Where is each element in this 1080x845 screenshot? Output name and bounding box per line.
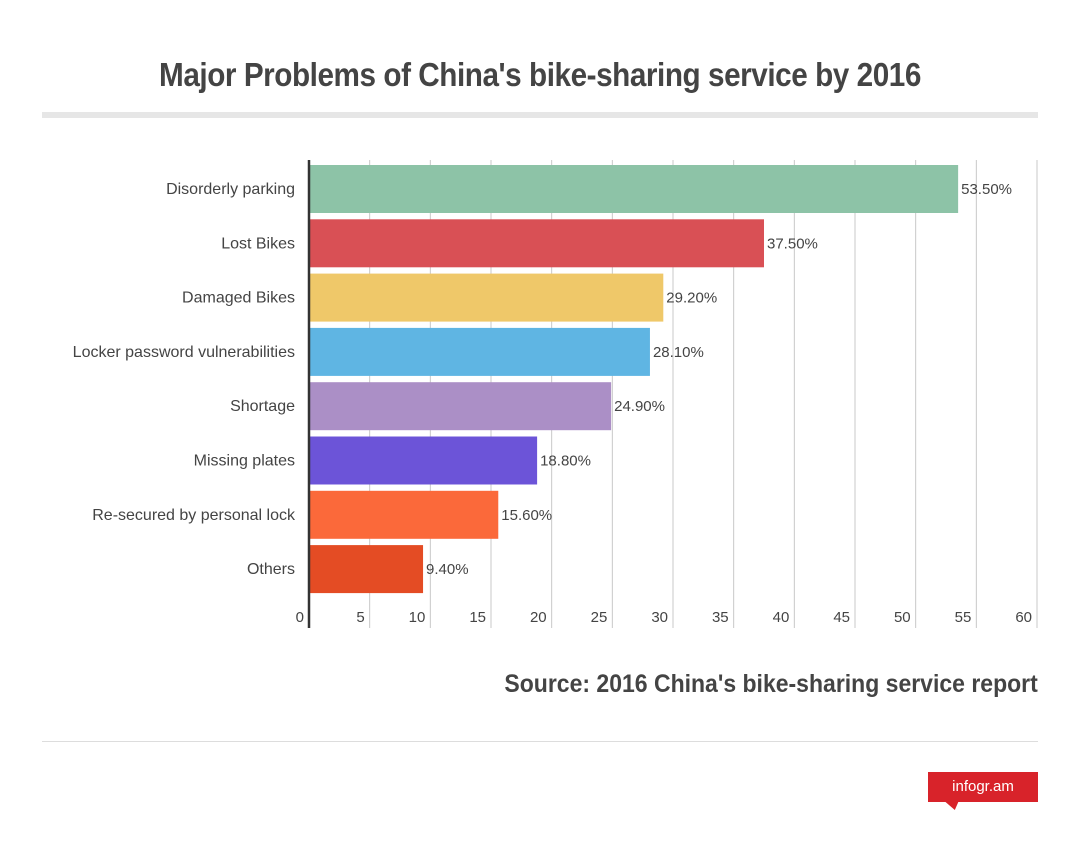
data-label: 18.80% [540,453,591,470]
data-label: 53.50% [961,181,1012,198]
bar [309,490,499,539]
category-label: Lost Bikes [221,235,295,252]
bar [309,219,764,268]
category-label: Disorderly parking [166,181,295,198]
data-label: 28.10% [653,344,704,361]
bar [309,165,959,213]
data-label: 29.20% [666,290,717,307]
category-label: Re-secured by personal lock [92,507,296,524]
category-label: Others [247,561,295,578]
category-label: Damaged Bikes [182,290,295,307]
x-tick-label: 5 [356,609,364,626]
x-tick-label: 35 [712,609,729,626]
x-tick-label: 25 [591,609,608,626]
bar [309,382,612,431]
category-label: Shortage [230,398,295,415]
bar [309,545,424,594]
chart-title: Major Problems of China's bike-sharing s… [159,56,921,93]
x-tick-label: 20 [530,609,547,626]
data-label: 15.60% [501,507,552,524]
category-label: Locker password vulnerabilities [73,344,295,361]
bar [309,327,650,376]
data-label: 9.40% [426,561,469,578]
logo-tail-icon [943,800,963,810]
x-tick-label: 60 [1015,609,1032,626]
x-tick-label: 10 [409,609,426,626]
source-note: Source: 2016 China's bike-sharing servic… [504,670,1038,698]
bar [309,273,664,322]
x-tick-label: 45 [833,609,850,626]
x-tick-label: 0 [296,609,304,626]
category-label: Missing plates [194,453,295,470]
title-divider [42,112,1038,118]
data-label: 37.50% [767,235,818,252]
footer-divider [42,741,1038,742]
infogram-logo[interactable]: infogr.am [928,772,1038,802]
x-tick-label: 15 [469,609,486,626]
x-tick-label: 55 [955,609,972,626]
x-tick-label: 50 [894,609,911,626]
x-tick-label: 30 [651,609,668,626]
data-label: 24.90% [614,398,665,415]
bar [309,436,538,485]
x-tick-label: 40 [773,609,790,626]
